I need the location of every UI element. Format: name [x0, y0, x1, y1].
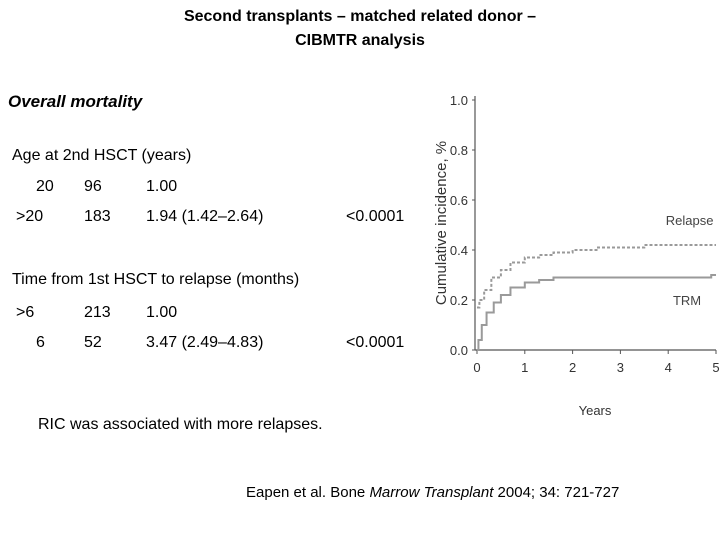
row-p: <0.0001: [346, 208, 405, 225]
y-ticks: 0.0 0.2 0.4 0.6 0.8 1.0: [450, 93, 475, 358]
group1-label: Age at 2nd HSCT (years): [12, 147, 192, 164]
x-tick-label: 5: [712, 360, 719, 375]
row-category: 6: [36, 334, 45, 351]
x-ticks: 0 1 2 3 4 5: [473, 350, 720, 375]
x-tick-label: 3: [617, 360, 624, 375]
series-label: TRM: [673, 293, 701, 308]
y-tick-label: 0.6: [450, 193, 468, 208]
slide-title-line-1: Second transplants – matched related don…: [183, 8, 537, 25]
row-category: >20: [16, 208, 44, 225]
row-rr: 1.00: [146, 178, 178, 195]
row-rr: 1.94 (1.42–2.64): [146, 208, 264, 225]
section-title: Overall mortality: [8, 92, 143, 111]
x-tick-label: 0: [473, 360, 480, 375]
y-tick-label: 1.0: [450, 93, 468, 108]
row-category: 20: [36, 178, 54, 195]
citation-details: 2004; 34: 721-727: [493, 484, 620, 501]
y-tick-label: 0.8: [450, 143, 468, 158]
group2-label: Time from 1st HSCT to relapse (months): [12, 271, 300, 288]
series-label: Relapse: [666, 213, 714, 228]
row-n: 52: [84, 334, 102, 351]
slide-title-line-2: CIBMTR analysis: [295, 32, 425, 49]
series-line-trm: [477, 274, 716, 351]
series-labels: Relapse TRM: [666, 213, 714, 308]
x-tick-label: 4: [665, 360, 672, 375]
x-tick-label: 2: [569, 360, 576, 375]
citation-journal: Marrow Transplant: [369, 484, 494, 501]
row-n: 96: [84, 178, 102, 195]
y-tick-label: 0.2: [450, 293, 468, 308]
row-category: >6: [16, 304, 35, 321]
row-n: 213: [84, 304, 111, 321]
y-tick-label: 0.0: [450, 343, 468, 358]
citation: Eapen et al. Bone Marrow Transplant 2004…: [246, 484, 619, 501]
row-p: <0.0001: [346, 334, 405, 351]
x-tick-label: 1: [521, 360, 528, 375]
series-line-relapse: [477, 244, 716, 309]
y-axis-label: Cumulative incidence, %: [433, 141, 450, 305]
y-tick-label: 0.4: [450, 243, 468, 258]
cumulative-incidence-chart: 0.0 0.2 0.4 0.6 0.8 1.0 0 1 2 3 4 5 Relapse TRM Cum…: [433, 93, 720, 418]
series-group: [477, 244, 716, 351]
citation-authors: Eapen et al. Bone: [246, 484, 370, 501]
row-rr: 3.47 (2.49–4.83): [146, 334, 264, 351]
row-n: 183: [84, 208, 111, 225]
x-axis-label: Years: [579, 403, 612, 418]
relapse-note: RIC was associated with more relapses.: [38, 416, 323, 433]
row-rr: 1.00: [146, 304, 178, 321]
